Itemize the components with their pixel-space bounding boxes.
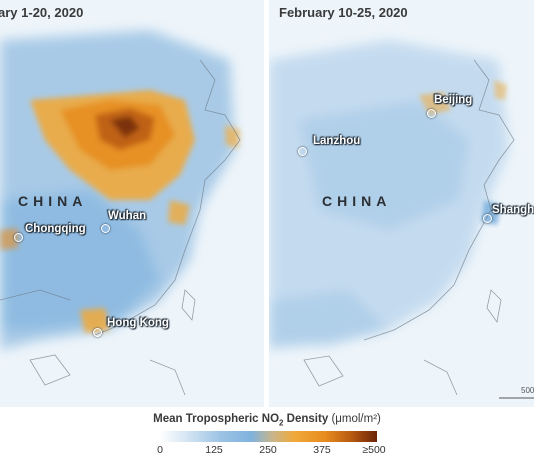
city-label-chongqing: Chongqing [25,223,86,235]
city-marker-lanzhou [298,147,307,156]
legend-tick-125: 125 [205,444,223,456]
country-label: CHINA [322,193,392,209]
legend-title-main: Mean Tropospheric NO [153,413,280,425]
legend-title-tail: Density [283,413,329,425]
scale-bar-label: 500 [521,386,534,395]
map-panel-after: February 10-25, 2020 CHINA Beijing Lanzh… [269,0,534,407]
city-label-beijing: Beijing [434,94,473,106]
no2-map-before [0,0,264,407]
legend-tick-0: 0 [157,444,163,456]
legend-title-subscript: 2 [279,418,284,428]
city-marker-shanghai [483,214,492,223]
city-marker-wuhan [101,224,110,233]
legend-title: Mean Tropospheric NO2 Density (μmol/m²) [0,413,534,427]
city-marker-beijing [427,109,436,118]
panel-divider [264,0,269,407]
city-label-hong-kong: Hong Kong [107,317,169,329]
legend-tick-375: 375 [313,444,331,456]
color-legend: Mean Tropospheric NO2 Density (μmol/m²) … [0,407,534,462]
legend-tick-500: ≥500 [362,444,386,456]
city-marker-chongqing [14,233,23,242]
city-marker-hong-kong [93,328,102,337]
legend-color-ramp [160,431,377,442]
map-panel-before: ary 1-20, 2020 CHINA Chongqing Wuhan Hon… [0,0,264,407]
legend-unit: (μmol/m²) [331,413,381,425]
city-label-wuhan: Wuhan [108,210,147,222]
no2-map-after [269,0,534,407]
date-label-before: ary 1-20, 2020 [0,5,84,20]
date-label-after: February 10-25, 2020 [279,5,408,20]
city-label-lanzhou: Lanzhou [313,135,361,147]
legend-tick-250: 250 [259,444,277,456]
country-label: CHINA [18,193,88,209]
city-label-shanghai: Shangha [492,204,534,216]
